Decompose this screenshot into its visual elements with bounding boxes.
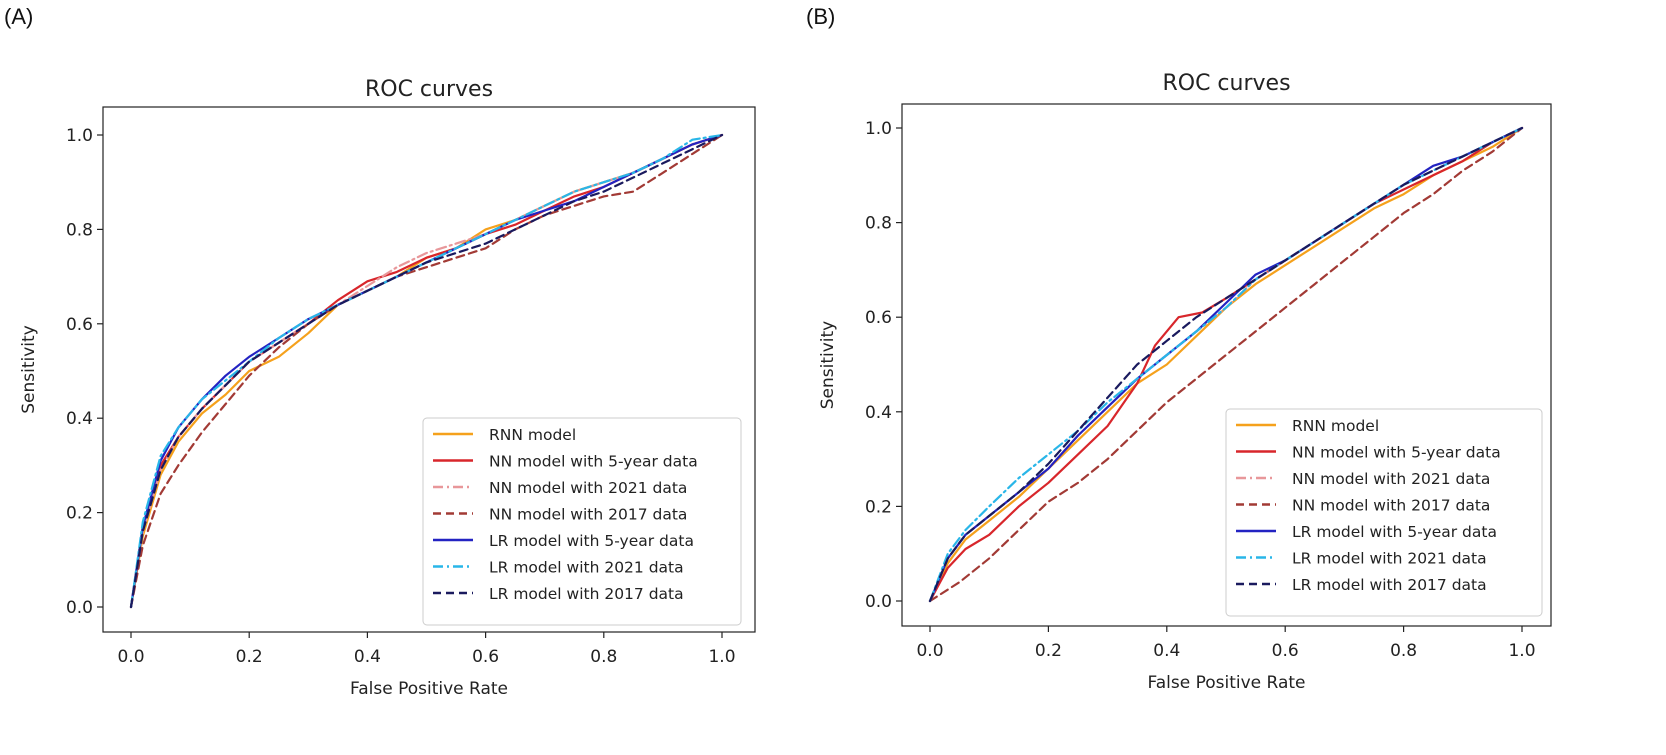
legend-entry: LR model with 2017 data: [1292, 576, 1487, 594]
x-axis-label: False Positive Rate: [350, 679, 508, 699]
chart-title: ROC curves: [365, 77, 493, 102]
y-axis-label: Sensitivity: [818, 321, 838, 410]
x-tick-label: 0.6: [1272, 641, 1299, 661]
chart-title: ROC curves: [1162, 71, 1290, 96]
chart-panel-0: ROC curves 0.0 0.2 0.4 0.6 0.8 1.0 0.0 0.2 0.4 0.6…: [19, 77, 756, 699]
legend: RNN model NN model with 5-year data NN mod…: [422, 417, 742, 626]
legend-entry: LR model with 5-year data: [1292, 523, 1497, 541]
x-tick-label: 0.8: [590, 647, 617, 667]
y-tick-label: 0.0: [66, 598, 93, 618]
y-tick-label: 0.8: [66, 220, 93, 240]
x-tick-label: 0.4: [1153, 641, 1180, 661]
y-axis-label: Sensitivity: [19, 325, 39, 414]
y-tick-label: 0.6: [66, 315, 93, 335]
legend-entry: LR model with 2017 data: [489, 585, 684, 603]
legend-entry: RNN model: [1292, 417, 1379, 435]
x-tick-label: 1.0: [708, 647, 735, 667]
roc-line-lr-model-with-2017-data: [129, 133, 724, 609]
legend-entry: NN model with 2021 data: [1292, 470, 1490, 488]
legend-entry: NN model with 2017 data: [489, 506, 687, 524]
roc-line-nn-model-with-2017-data: [928, 126, 1524, 603]
y-tick-label: 0.0: [865, 592, 892, 612]
y-tick-label: 0.2: [66, 504, 93, 524]
x-tick-label: 1.0: [1508, 641, 1535, 661]
x-tick-label: 0.4: [354, 647, 381, 667]
legend-box: [1225, 408, 1543, 617]
x-tick-label: 0.0: [117, 647, 144, 667]
legend-entry: NN model with 5-year data: [1292, 444, 1501, 462]
legend-entry: RNN model: [489, 426, 576, 444]
legend-entry: NN model with 2017 data: [1292, 497, 1490, 515]
y-tick-label: 0.4: [865, 403, 892, 423]
x-tick-label: 0.0: [916, 641, 943, 661]
y-tick-label: 0.4: [66, 409, 93, 429]
legend: RNN model NN model with 5-year data NN mod…: [1225, 408, 1543, 617]
roc-line-lr-model-with-2021-data: [129, 133, 724, 609]
legend-entry: LR model with 2021 data: [1292, 550, 1487, 568]
roc-line-lr-model-with-2017-data: [928, 126, 1524, 603]
y-tick-label: 0.8: [865, 214, 892, 234]
y-tick-label: 0.2: [865, 497, 892, 517]
legend-entry: LR model with 5-year data: [489, 532, 694, 550]
x-tick-label: 0.6: [472, 647, 499, 667]
y-tick-label: 1.0: [66, 126, 93, 146]
y-tick-label: 0.6: [865, 308, 892, 328]
legend-entry: LR model with 2021 data: [489, 559, 684, 577]
chart-panel-1: ROC curves 0.0 0.2 0.4 0.6 0.8 1.0 0.0 0.2 0.4 0.6…: [818, 71, 1552, 693]
roc-line-rnn-model: [928, 126, 1524, 603]
x-axis-label: False Positive Rate: [1148, 673, 1306, 693]
legend-entry: NN model with 2021 data: [489, 479, 687, 497]
legend-entry: NN model with 5-year data: [489, 453, 698, 471]
panel-label-b: (B): [806, 4, 836, 29]
panel-label-a: (A): [4, 4, 34, 29]
x-tick-label: 0.2: [236, 647, 263, 667]
x-tick-label: 0.2: [1035, 641, 1062, 661]
x-tick-label: 0.8: [1390, 641, 1417, 661]
y-tick-label: 1.0: [865, 119, 892, 139]
legend-box: [422, 417, 742, 626]
roc-line-nn-model-with-5-year-data: [928, 126, 1524, 603]
